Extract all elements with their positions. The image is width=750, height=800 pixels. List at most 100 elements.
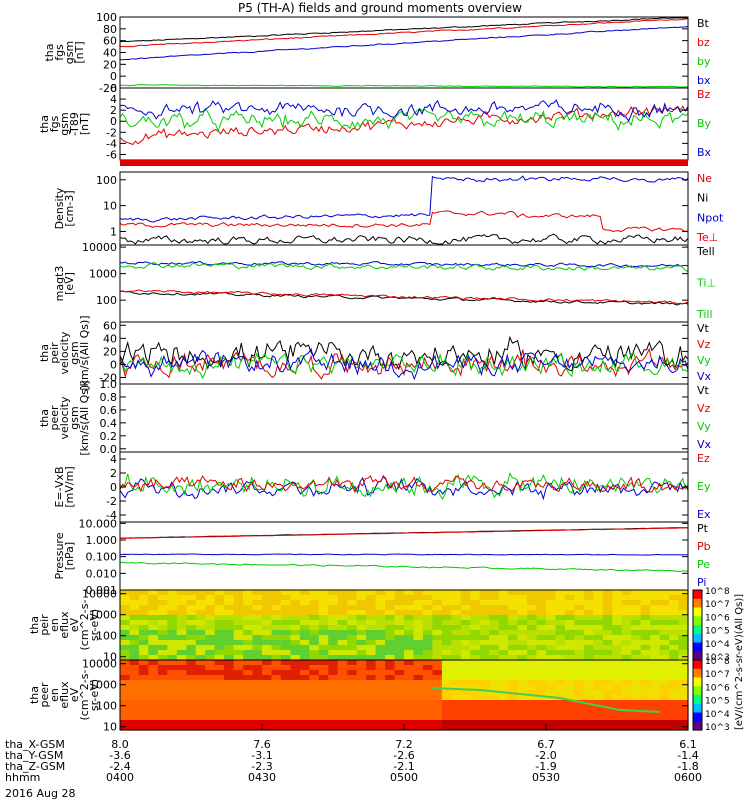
heatmap-cell — [262, 720, 273, 726]
heatmap-cell — [631, 710, 642, 716]
y-tick-label: 1 — [110, 226, 117, 239]
heatmap-cell — [441, 655, 452, 661]
heatmap-cell — [375, 725, 386, 731]
heatmap-cell — [470, 645, 481, 651]
heatmap-cell — [546, 675, 557, 681]
heatmap-cell — [470, 715, 481, 721]
heatmap-cell — [148, 675, 159, 681]
colorbar-segment — [693, 590, 702, 600]
colorbar-segment — [693, 660, 702, 670]
heatmap-cell — [404, 600, 415, 606]
heatmap-cell — [564, 635, 575, 641]
heatmap-cell — [157, 660, 168, 666]
heatmap-cell — [337, 650, 348, 656]
heatmap-cell — [650, 700, 661, 706]
heatmap-cell — [564, 670, 575, 676]
heatmap-cell — [148, 590, 159, 596]
heatmap-cell — [612, 615, 623, 621]
heatmap-cell — [460, 610, 471, 616]
x-tick-label: -1.4 — [677, 749, 698, 762]
heatmap-cell — [470, 590, 481, 596]
heatmap-cell — [593, 695, 604, 701]
heatmap-cell — [309, 590, 320, 596]
heatmap-cell — [678, 600, 689, 606]
heatmap-cell — [432, 595, 443, 601]
heatmap-cell — [375, 590, 386, 596]
heatmap-cell — [583, 645, 594, 651]
heatmap-cell — [252, 685, 263, 691]
colorbar-segment — [693, 642, 702, 652]
heatmap-cell — [498, 630, 509, 636]
heatmap-cell — [441, 720, 452, 726]
heatmap-cell — [309, 640, 320, 646]
heatmap-cell — [640, 725, 651, 731]
heatmap-cell — [479, 630, 490, 636]
heatmap-cell — [470, 695, 481, 701]
heatmap-cell — [574, 595, 585, 601]
heatmap-cell — [271, 625, 282, 631]
heatmap-cell — [186, 690, 197, 696]
heatmap-cell — [366, 715, 377, 721]
heatmap-cell — [555, 665, 566, 671]
heatmap-cell — [536, 725, 547, 731]
heatmap-cell — [479, 600, 490, 606]
heatmap-cell — [233, 725, 244, 731]
heatmap-cell — [669, 680, 680, 686]
heatmap-cell — [186, 725, 197, 731]
heatmap-cell — [508, 675, 519, 681]
heatmap-cell — [214, 720, 225, 726]
heatmap-cell — [157, 680, 168, 686]
heatmap-cell — [309, 620, 320, 626]
heatmap-cell — [508, 640, 519, 646]
y-tick-label: 2 — [110, 467, 117, 480]
heatmap-cell — [243, 600, 254, 606]
heatmap-cell — [271, 680, 282, 686]
heatmap-cell — [328, 660, 339, 666]
heatmap-cell — [252, 700, 263, 706]
panels: 100806040200-20thafgsgsm[nT]Btbzbybx6420… — [28, 11, 745, 734]
heatmap-cell — [186, 675, 197, 681]
heatmap-cell — [328, 720, 339, 726]
heatmap-cell — [678, 595, 689, 601]
colorbar-segment — [693, 686, 702, 696]
heatmap-cell — [546, 665, 557, 671]
heatmap-cell — [498, 720, 509, 726]
heatmap-cell — [470, 705, 481, 711]
heatmap-cell — [659, 640, 670, 646]
heatmap-cell — [328, 640, 339, 646]
heatmap-cell — [148, 630, 159, 636]
colorbar-frame — [692, 659, 703, 731]
heatmap-cell — [602, 635, 613, 641]
heatmap-cell — [148, 690, 159, 696]
heatmap-cell — [678, 635, 689, 641]
heatmap-cell — [205, 715, 216, 721]
heatmap-cell — [564, 660, 575, 666]
heatmap-cell — [252, 640, 263, 646]
heatmap-cell — [422, 670, 433, 676]
heatmap-cell — [157, 690, 168, 696]
heatmap-cell — [224, 695, 235, 701]
heatmap-cell — [404, 650, 415, 656]
heatmap-cell — [527, 665, 538, 671]
heatmap-cell — [262, 690, 273, 696]
legend-label: Ni — [697, 192, 708, 205]
heatmap-cell — [451, 680, 462, 686]
y-tick-label: 100 — [96, 630, 117, 643]
heatmap-cell — [422, 615, 433, 621]
heatmap-cell — [564, 620, 575, 626]
heatmap-cell — [299, 615, 310, 621]
heatmap-cell — [148, 600, 159, 606]
y-tick-label: 100 — [96, 294, 117, 307]
heatmap-cell — [385, 715, 396, 721]
heatmap-cell — [243, 665, 254, 671]
heatmap-cell — [252, 675, 263, 681]
heatmap-cell — [252, 725, 263, 731]
heatmap-cell — [290, 645, 301, 651]
heatmap-cell — [337, 660, 348, 666]
heatmap-cell — [640, 700, 651, 706]
y-axis-label: velocity — [58, 396, 71, 439]
heatmap-cell — [262, 710, 273, 716]
heatmap-cell — [479, 650, 490, 656]
heatmap-cell — [470, 665, 481, 671]
heatmap-cell — [375, 695, 386, 701]
